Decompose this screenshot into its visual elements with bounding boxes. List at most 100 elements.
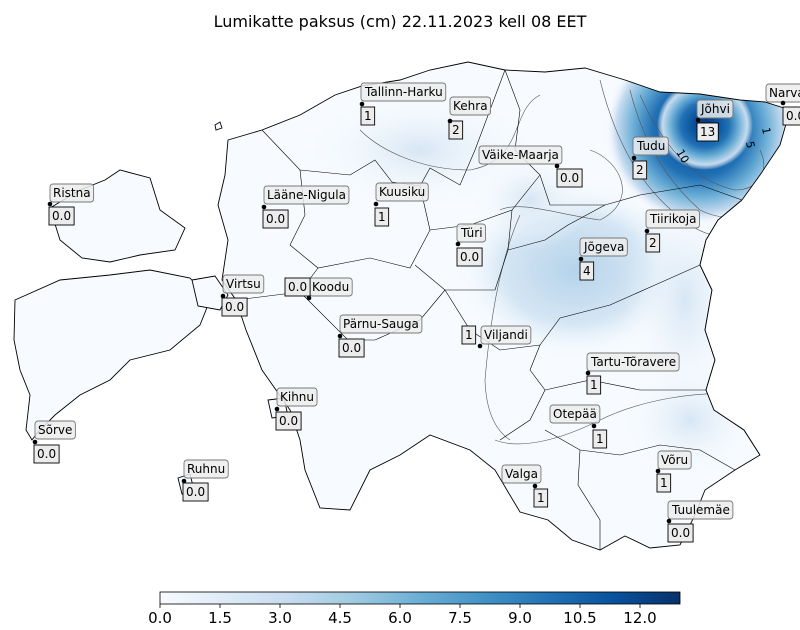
station-value: 1 <box>596 432 604 446</box>
colorbar-tick-label: 4.5 <box>328 609 352 627</box>
station-marker <box>373 201 379 207</box>
station-value-box <box>461 325 477 345</box>
station-turi: Türi 0.0 <box>455 223 487 267</box>
colorbar-tick-label: 6.0 <box>388 609 412 627</box>
station-value-box <box>182 482 209 502</box>
station-value: 2 <box>649 236 657 250</box>
station-value-box <box>33 444 60 464</box>
station-sorve: Sõrve 0.0 <box>32 420 76 464</box>
station-valga: Valga 1 <box>501 464 549 508</box>
station-name: Pärnu-Sauga <box>343 317 419 331</box>
stations-layer: Tallinn-Harku1Kehra2Jõhvi13Narva0.0Väike… <box>32 82 800 543</box>
colorbar-tick-label: 12.0 <box>623 609 656 627</box>
station-value-box <box>667 523 694 543</box>
station-value: 1 <box>590 378 598 392</box>
station-name-box <box>360 82 447 102</box>
station-value-box <box>656 473 672 493</box>
station-value: 0.0 <box>266 212 285 226</box>
station-name-box <box>183 459 229 479</box>
station-marker <box>780 100 786 106</box>
station-name: Lääne-Nigula <box>267 188 346 202</box>
station-name: Koodu <box>312 280 349 294</box>
station-marker <box>585 370 591 376</box>
station-marker <box>655 468 661 474</box>
station-value-box <box>632 160 648 180</box>
station-marker <box>666 518 672 524</box>
station-value: 0.0 <box>186 485 205 499</box>
station-value: 0.0 <box>37 447 56 461</box>
station-kehra: Kehra 2 <box>447 96 491 140</box>
station-marker <box>578 256 584 262</box>
contour-label-1: 1 <box>759 126 773 135</box>
station-marker <box>455 241 461 247</box>
station-value-box <box>592 429 608 449</box>
station-value: 0.0 <box>460 250 479 264</box>
station-name-box <box>449 96 491 116</box>
station-name: Jõgeva <box>583 240 624 254</box>
station-name-box <box>632 136 669 156</box>
station-value: 0.0 <box>560 171 579 185</box>
station-value: 0.0 <box>279 414 298 428</box>
station-name-box <box>645 209 700 229</box>
station-name: Ruhnu <box>187 462 225 476</box>
colorbar-tick-label: 7.5 <box>448 609 472 627</box>
station-name-box <box>339 314 423 334</box>
station-name: Virtsu <box>226 277 261 291</box>
station-value-box <box>360 106 376 126</box>
station-name-box <box>34 420 76 440</box>
station-value: 2 <box>452 123 460 137</box>
station-laane-nigula: Lääne-Nigula 0.0 <box>261 185 350 229</box>
station-marker <box>181 478 187 484</box>
station-name-box <box>765 83 800 103</box>
station-value: 1 <box>465 328 473 342</box>
station-value-box <box>645 233 661 253</box>
station-marker <box>220 293 226 299</box>
station-value-box <box>579 261 595 281</box>
station-value-box <box>221 297 248 317</box>
station-name-box <box>480 325 532 345</box>
station-jogeva: Jõgeva 4 <box>578 237 628 281</box>
station-value: 0.0 <box>225 300 244 314</box>
station-tiirikoja: Tiirikoja 2 <box>644 209 700 253</box>
colorbar-gradient <box>159 591 681 605</box>
station-virtsu: Virtsu 0.0 <box>220 274 265 317</box>
station-ristna: Ristna 0.0 <box>47 183 95 226</box>
station-otepaa: Otepää 1 <box>549 404 608 449</box>
station-koodu: Koodu 0.0 <box>284 277 353 301</box>
station-value: 13 <box>700 125 715 139</box>
station-marker <box>447 118 453 124</box>
colorbar: 0.0 1.5 3.0 4.5 6.0 7.5 9.0 10.5 12.0 <box>148 591 681 627</box>
station-value: 4 <box>583 264 591 278</box>
station-marker <box>337 333 343 339</box>
station-name: Väike-Maarja <box>482 148 559 162</box>
station-value: 0.0 <box>342 341 361 355</box>
station-value-box <box>556 168 583 188</box>
station-value-box <box>586 375 602 395</box>
station-tallinn-harku: Tallinn-Harku 1 <box>359 82 447 126</box>
station-marker <box>359 101 365 107</box>
station-name-box <box>375 182 429 202</box>
station-value: 1 <box>537 491 545 505</box>
station-value: 1 <box>364 109 372 123</box>
station-value-box <box>448 120 464 140</box>
station-marker <box>306 295 312 301</box>
station-marker <box>477 343 483 349</box>
station-ruhnu: Ruhnu 0.0 <box>181 459 229 502</box>
station-name-box <box>456 223 487 243</box>
station-name-box <box>49 183 95 203</box>
station-name: Viljandi <box>484 328 528 342</box>
station-marker <box>644 228 650 234</box>
station-viljandi: Viljandi 1 <box>461 325 532 349</box>
station-name-box <box>478 145 563 165</box>
station-value: 0.0 <box>786 109 800 123</box>
contour-label-10: 10 <box>673 147 691 166</box>
station-name-box <box>276 387 318 407</box>
station-tudu: Tudu 2 <box>631 136 669 180</box>
station-value-box <box>262 209 289 229</box>
station-name: Tiirikoja <box>649 212 696 226</box>
station-value-box <box>696 122 719 142</box>
station-marker <box>47 201 53 207</box>
station-value: 2 <box>636 163 644 177</box>
station-name: Otepää <box>553 407 597 421</box>
colorbar-tick-label: 9.0 <box>508 609 532 627</box>
